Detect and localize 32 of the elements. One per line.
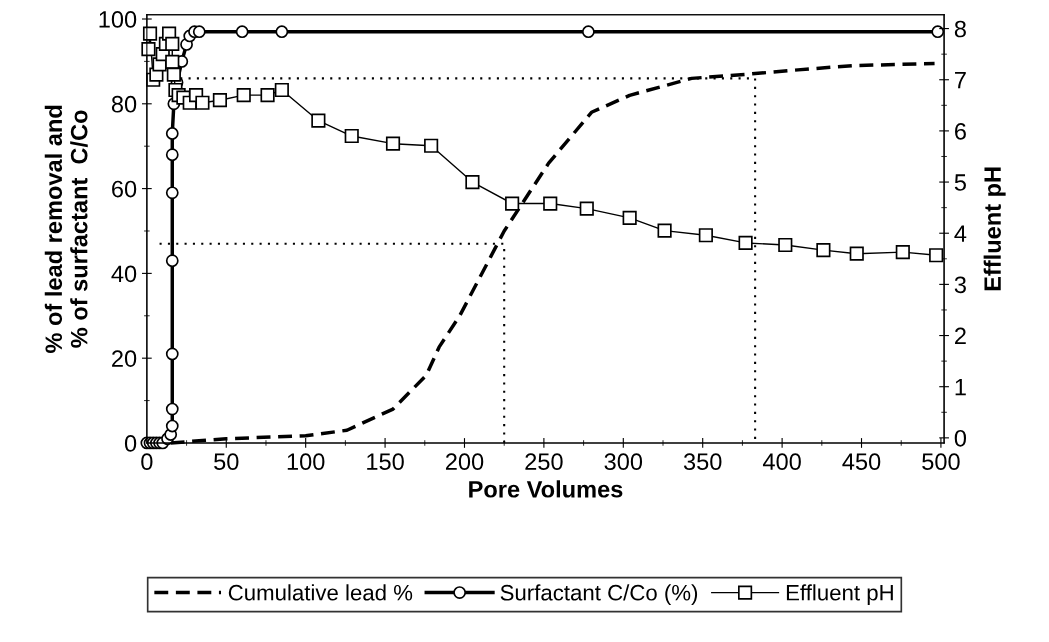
y2-tick-label: 5 (954, 174, 966, 191)
y2-axis-title: Effluent pH (983, 167, 1006, 291)
y-axis-title: % of lead removal and % of surfactant C/Co (44, 105, 88, 353)
x-tick-label: 0 (141, 453, 153, 471)
x-tick-label: 500 (922, 453, 960, 471)
y2-tick-label: 3 (954, 276, 966, 294)
y-tick-label: 60 (112, 180, 137, 198)
legend-label: Surfactant C/Co (%) (500, 584, 698, 605)
x-tick-label: 350 (683, 453, 722, 471)
y2-tick-label: 0 (954, 429, 967, 447)
y-tick-label: 40 (111, 265, 137, 283)
x-axis-title: Pore Volumes (469, 480, 623, 498)
legend-label: Effluent pH (786, 584, 893, 605)
x-tick-label: 100 (287, 453, 325, 471)
y2-tick-label: 6 (955, 122, 966, 140)
x-tick-label: 200 (445, 453, 484, 471)
y-tick-label: 20 (112, 350, 137, 367)
x-tick-label: 400 (762, 453, 801, 471)
y2-tick-label: 4 (954, 225, 967, 242)
y-tick-label: 0 (124, 435, 137, 452)
x-tick-label: 450 (842, 453, 881, 471)
y2-tick-label: 8 (954, 20, 966, 38)
y2-tick-label: 1 (955, 379, 966, 396)
y-tick-label: 80 (111, 95, 137, 113)
x-tick-label: 250 (525, 453, 563, 471)
x-tick-label: 50 (214, 453, 239, 471)
y-tick-label: 100 (99, 11, 137, 28)
y2-tick-label: 2 (955, 327, 966, 345)
x-tick-label: 150 (367, 453, 404, 471)
x-tick-label: 300 (604, 453, 643, 471)
y2-tick-label: 7 (955, 72, 966, 89)
legend-label: Cumulative lead % (228, 584, 413, 601)
